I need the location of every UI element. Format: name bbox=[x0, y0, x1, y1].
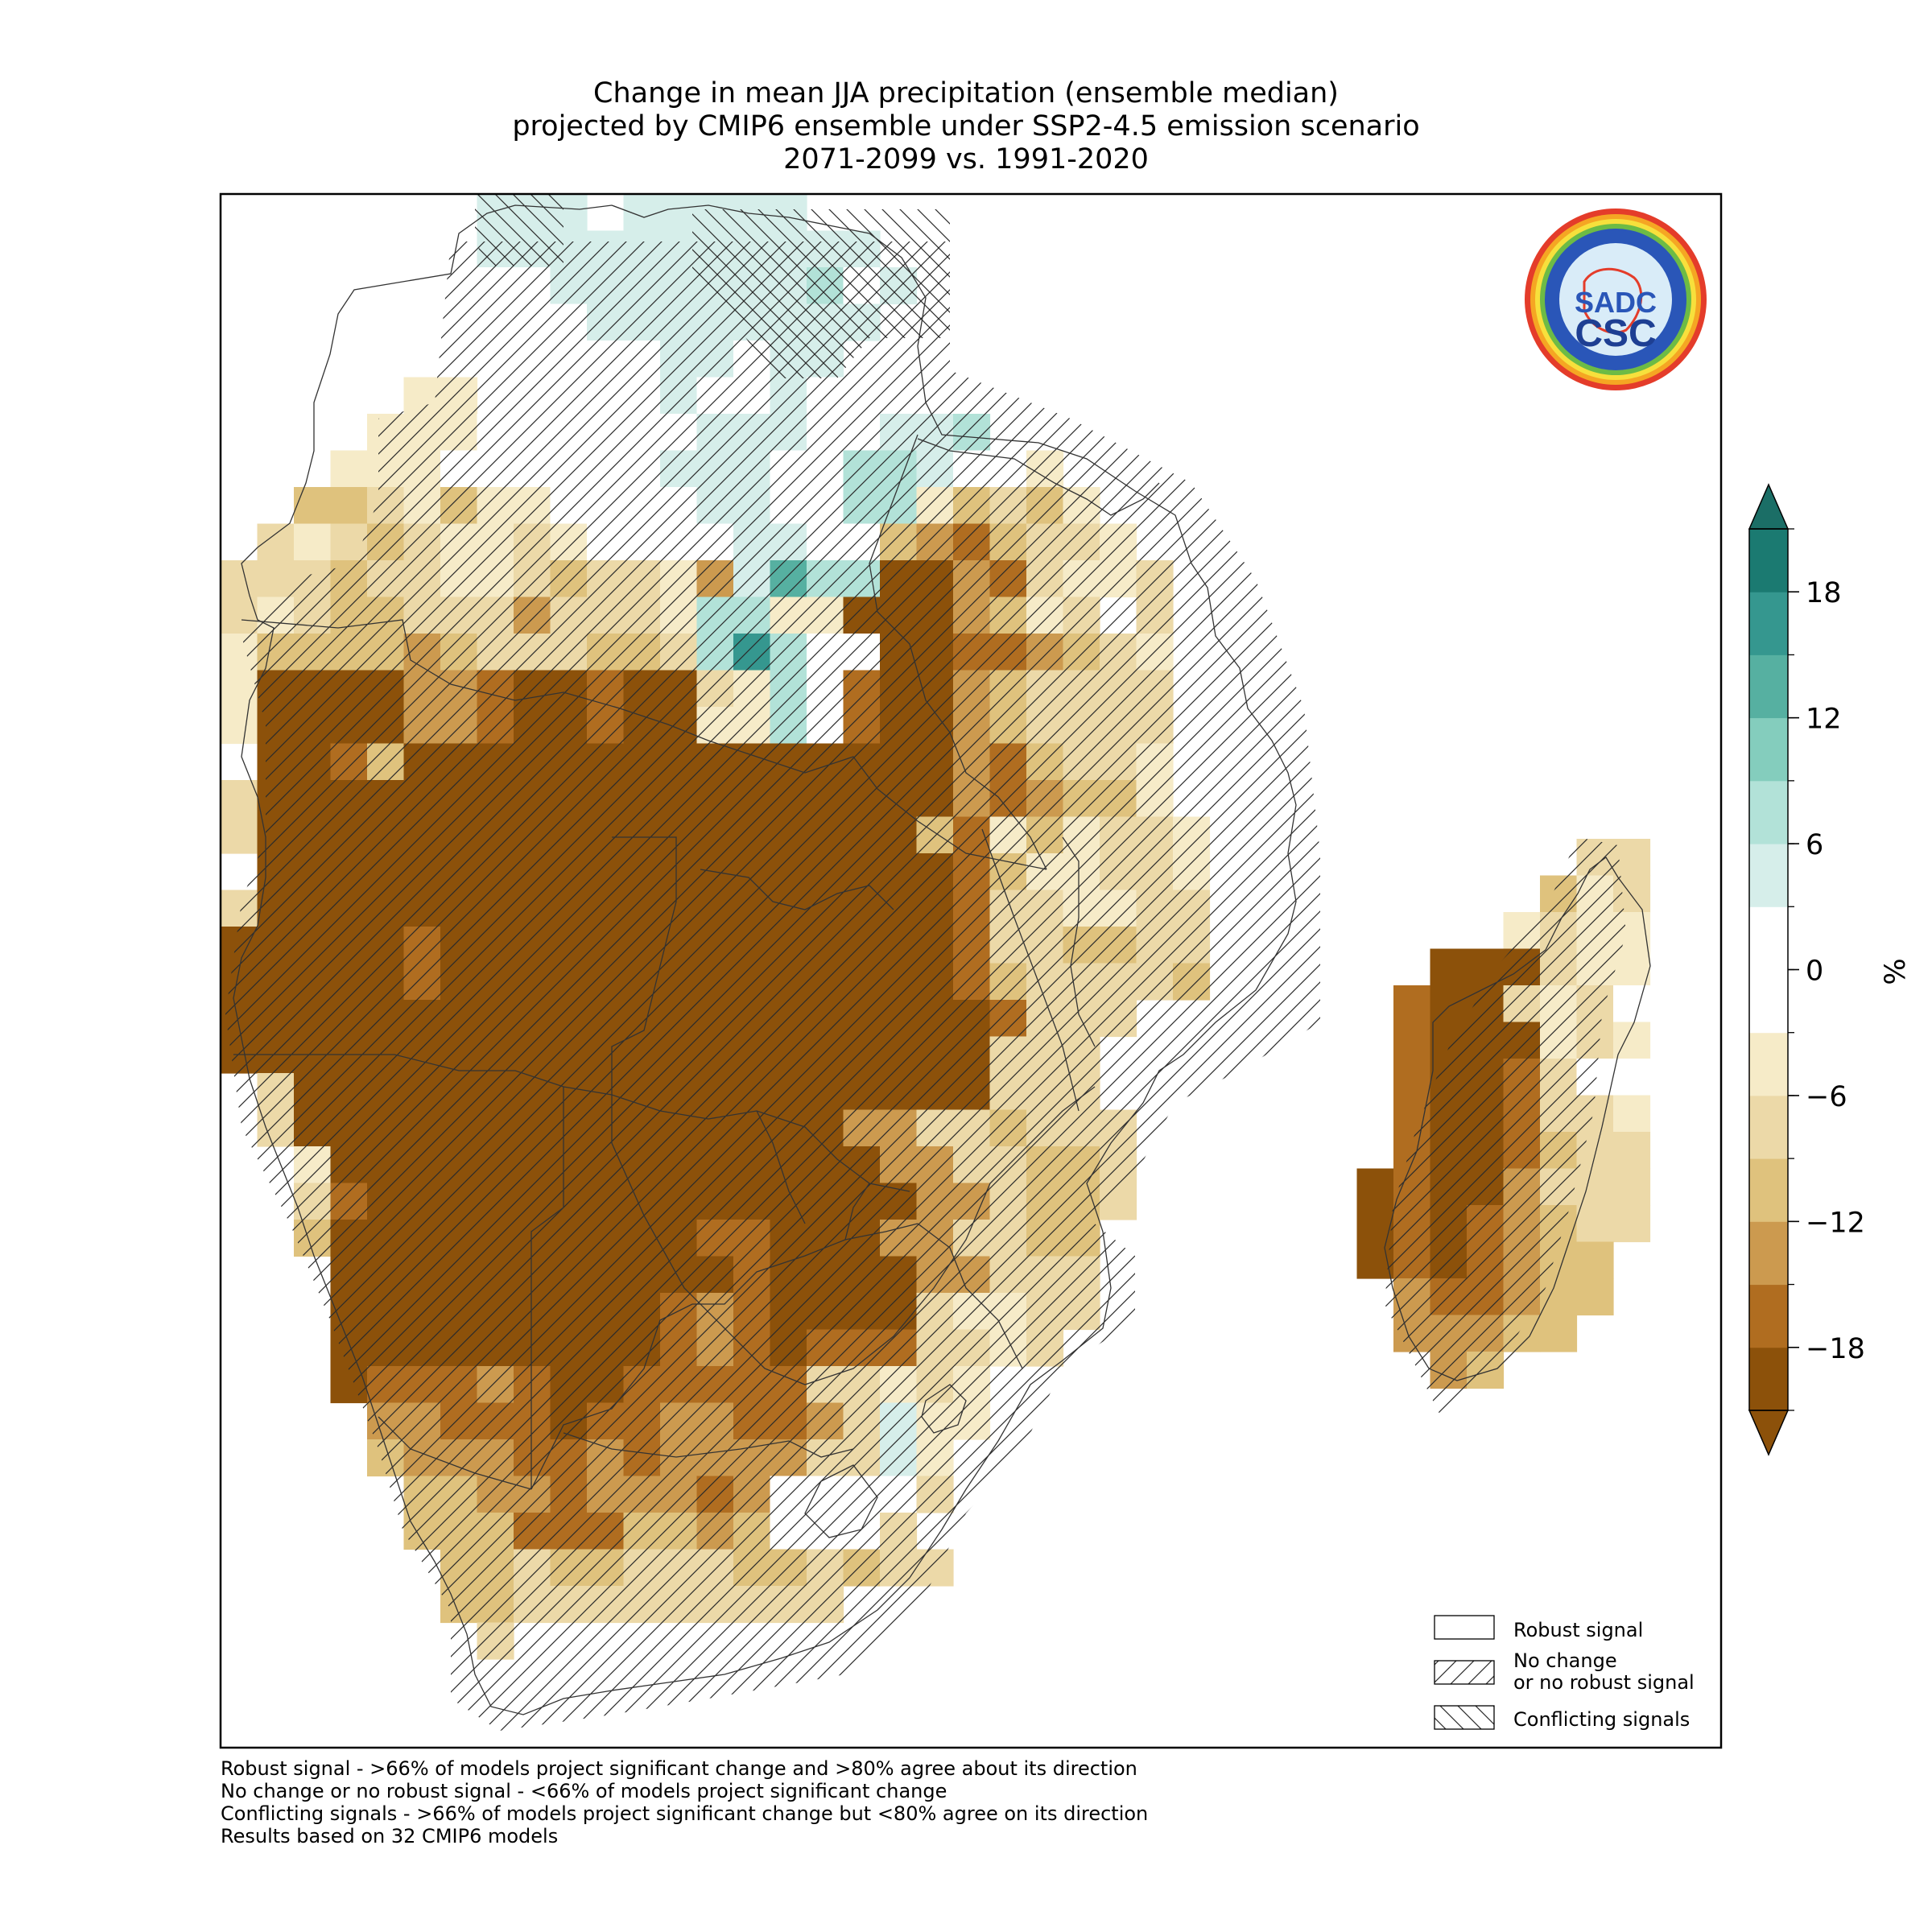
colorbar-bin bbox=[1749, 654, 1788, 719]
colorbar-bin bbox=[1749, 906, 1788, 1034]
map-frame bbox=[219, 192, 1723, 1749]
logo-csc-text: CSC bbox=[1575, 312, 1656, 355]
footnote-models: Results based on 32 CMIP6 models bbox=[221, 1825, 559, 1847]
title-line-2: projected by CMIP6 ensemble under SSP2-4… bbox=[512, 110, 1420, 142]
colorbar-tick-label: −12 bbox=[1806, 1207, 1865, 1239]
legend-swatch-no-change bbox=[1434, 1660, 1495, 1685]
colorbar-extend-high bbox=[1748, 483, 1790, 530]
title-line-1: Change in mean JJA precipitation (ensemb… bbox=[593, 77, 1339, 109]
legend-label-no-change-2: or no robust signal bbox=[1513, 1671, 1695, 1694]
legend-label-robust: Robust signal bbox=[1513, 1619, 1643, 1641]
colorbar-tick-label: 12 bbox=[1806, 704, 1842, 736]
chart-title: Change in mean JJA precipitation (ensemb… bbox=[217, 77, 1715, 176]
madagascar-grid-cell bbox=[1576, 1168, 1614, 1206]
legend-swatch-robust bbox=[1434, 1615, 1495, 1640]
mainland-grid-cell bbox=[294, 487, 332, 525]
footnote-conflicting: Conflicting signals - >66% of models pro… bbox=[221, 1802, 1149, 1825]
footnotes: Robust signal - >66% of models project s… bbox=[221, 1757, 1148, 1847]
mainland-grid-cell bbox=[221, 560, 258, 598]
colorbar-bin bbox=[1749, 1221, 1788, 1286]
colorbar-bin bbox=[1749, 1158, 1788, 1222]
madagascar-grid-cell bbox=[1356, 1205, 1394, 1243]
colorbar-tick-label: −6 bbox=[1806, 1081, 1847, 1113]
mainland-grid-cell bbox=[221, 780, 258, 818]
mainland-grid-cell bbox=[221, 707, 258, 745]
no-robust-signal-hatching bbox=[225, 242, 1320, 1731]
logo-sadc-text: SADC bbox=[1575, 286, 1657, 319]
sadc-csc-logo: SADC CSC bbox=[1525, 208, 1707, 390]
colorbar-extend-low bbox=[1748, 1410, 1790, 1456]
mainland-grid-cell bbox=[330, 487, 368, 525]
madagascar-grid-cell bbox=[1430, 948, 1468, 986]
colorbar-tick-label: −18 bbox=[1806, 1333, 1865, 1365]
mainland-grid-cell bbox=[257, 523, 295, 561]
madagascar-grid-cell bbox=[1576, 1278, 1614, 1316]
colorbar-tick-label: 18 bbox=[1806, 577, 1842, 609]
colorbar-bin bbox=[1749, 1095, 1788, 1159]
madagascar-coastline bbox=[1384, 857, 1651, 1381]
country-borders bbox=[233, 204, 1297, 1715]
madagascar-grid-cell bbox=[1540, 1315, 1578, 1352]
colorbar-bin bbox=[1749, 1284, 1788, 1348]
colorbar-bin bbox=[1749, 1032, 1788, 1096]
madagascar-grid-cell bbox=[1430, 985, 1468, 1023]
colorbar-unit-label: % bbox=[1880, 958, 1912, 985]
madagascar-hatching bbox=[1385, 837, 1626, 1417]
colorbar-bin bbox=[1749, 780, 1788, 844]
colorbar-tick-label: 0 bbox=[1806, 956, 1823, 988]
mainland-grid-cell bbox=[660, 194, 698, 232]
hatch-layer bbox=[225, 194, 1626, 1731]
legend-swatch-conflicting bbox=[1434, 1705, 1495, 1730]
madagascar-grid-cell bbox=[1613, 985, 1651, 1023]
colorbar-bin bbox=[1749, 529, 1788, 592]
footnote-robust: Robust signal - >66% of models project s… bbox=[221, 1757, 1137, 1780]
madagascar-grid-cell bbox=[1356, 1168, 1394, 1206]
colorbar-bin bbox=[1749, 592, 1788, 655]
madagascar-grid-cell bbox=[1613, 1205, 1651, 1243]
madagascar-grid-cell bbox=[1393, 1059, 1431, 1096]
madagascar-grid-cell bbox=[1613, 1168, 1651, 1206]
colorbar-bin bbox=[1749, 717, 1788, 782]
madagascar-grid-cell bbox=[1613, 1059, 1651, 1096]
title-line-3: 2071-2099 vs. 1991-2020 bbox=[783, 143, 1149, 175]
mainland-grid-cell bbox=[623, 194, 661, 232]
madagascar-grid-cell bbox=[1576, 1241, 1614, 1279]
footnote-no-change: No change or no robust signal - <66% of … bbox=[221, 1780, 947, 1802]
conflicting-signal-hatching bbox=[475, 194, 564, 266]
madagascar-grid-cell bbox=[1613, 1095, 1651, 1133]
legend: Robust signal No change or no robust sig… bbox=[1434, 1615, 1695, 1731]
legend-label-conflicting: Conflicting signals bbox=[1513, 1708, 1690, 1731]
colorbar: 18 12 6 0 −6 −12 −18 bbox=[1748, 483, 1865, 1456]
mainland-grid-cell bbox=[294, 523, 332, 561]
mainland-grid-cell bbox=[221, 670, 258, 708]
madagascar-grid-cell bbox=[1393, 985, 1431, 1023]
legend-label-no-change: No change bbox=[1513, 1649, 1617, 1672]
madagascar-grid-cell bbox=[1613, 1132, 1651, 1170]
colorbar-tick-label: 6 bbox=[1806, 829, 1823, 861]
colorbar-bin bbox=[1749, 844, 1788, 907]
conflicting-signal-hatching-2 bbox=[692, 209, 950, 378]
madagascar-grid-cell bbox=[1393, 1022, 1431, 1059]
mainland-grid-cell bbox=[330, 450, 368, 488]
mainland-grid-cell bbox=[221, 816, 258, 854]
colorbar-bin bbox=[1749, 1347, 1788, 1411]
madagascar-grid-cell bbox=[1576, 1205, 1614, 1243]
